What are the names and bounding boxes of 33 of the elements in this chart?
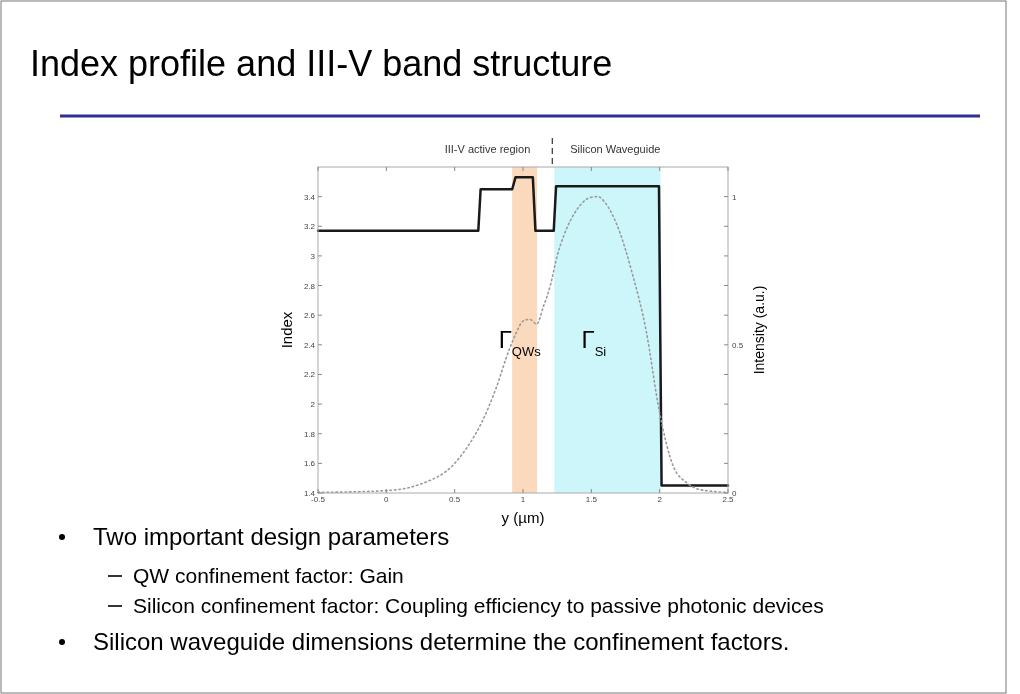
text: Silicon waveguide dimensions determine the confinement factors. (93, 628, 790, 655)
y-tick-label: 1.8 (303, 429, 316, 439)
y-tick-label: 2 (310, 400, 316, 410)
y-tick-label: 3.4 (303, 192, 316, 202)
text: III-V active region (444, 143, 531, 155)
y-tick-label: 2.8 (303, 281, 316, 291)
y-tick-label: 3 (310, 251, 316, 261)
x-tick-label: 0.5 (449, 495, 461, 504)
text: Two important design parameters (93, 523, 450, 550)
band-label: Γ$_{Si}$ (581, 325, 607, 359)
text: Silicon confinement factor: Coupling efficiency to passive photonic devices (133, 594, 824, 617)
x-tick-label: -0.5 (311, 495, 326, 504)
text: Silicon Waveguide (570, 143, 661, 155)
y2-tick-label: 1 (732, 192, 737, 202)
x-tick-label: 2.5 (722, 495, 735, 504)
x-tick-label: 1.5 (585, 495, 598, 504)
y2-axis-title: Intensity (a.u.) (751, 285, 767, 375)
y2-tick-label: 0 (732, 489, 737, 498)
y-tick-label: 2.6 (303, 311, 316, 321)
x-tick-label: 1 (520, 495, 526, 504)
y-tick-label: 3.2 (303, 222, 316, 232)
y-tick-label: 2.4 (303, 340, 316, 350)
x-tick-label: 2 (657, 495, 663, 504)
y-tick-label: 1.4 (303, 489, 316, 498)
chart-title: Index profile and III-V band structure (30, 43, 613, 84)
y2-tick-label: 0.5 (732, 340, 744, 350)
y-axis-title: Index (278, 311, 295, 349)
x-axis-title: y (µm) (501, 509, 545, 526)
y-tick-label: 2.2 (303, 370, 316, 380)
x-tick-label: 0 (384, 495, 390, 504)
y-tick-label: 1.6 (303, 459, 316, 469)
band-label: Γ$_{QWs}$ (498, 325, 542, 359)
text: QW confinement factor: Gain (133, 564, 404, 587)
